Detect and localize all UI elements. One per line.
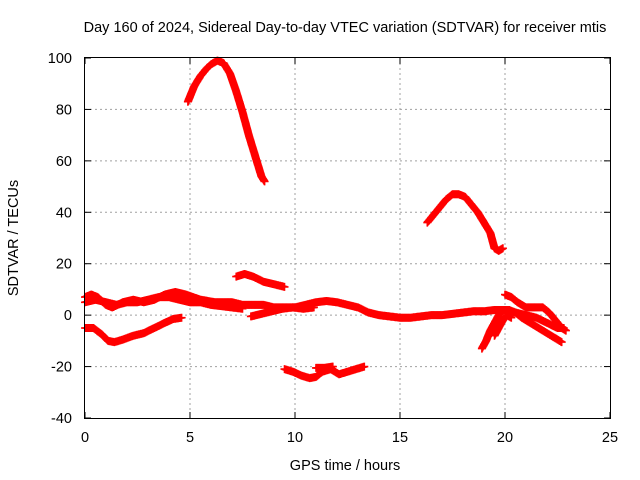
chart-title: Day 160 of 2024, Sidereal Day-to-day VTE… bbox=[84, 20, 607, 36]
x-tick-label: 20 bbox=[497, 430, 513, 446]
data-point-marker bbox=[557, 338, 566, 347]
data-point-marker bbox=[260, 177, 269, 186]
data-point-marker bbox=[561, 326, 570, 335]
y-tick-label: -20 bbox=[51, 360, 72, 376]
axis-ticks bbox=[84, 57, 611, 419]
data-point-marker bbox=[328, 362, 337, 371]
y-tick-label: 0 bbox=[64, 308, 72, 324]
y-tick-label: 80 bbox=[56, 102, 72, 118]
data-point-marker bbox=[309, 303, 318, 312]
data-point-marker bbox=[360, 362, 369, 371]
data-point-marker bbox=[280, 282, 289, 291]
x-tick-label: 10 bbox=[287, 430, 303, 446]
y-tick-label: 100 bbox=[48, 51, 72, 67]
data-point-marker bbox=[507, 313, 516, 322]
data-point-marker bbox=[177, 313, 186, 322]
data-point-marker bbox=[498, 244, 507, 253]
plot-frame bbox=[84, 57, 611, 419]
y-axis-label: SDTVAR / TECUs bbox=[6, 180, 22, 296]
y-tick-labels: -40 -20 0 20 40 60 80 100 bbox=[48, 51, 72, 427]
data-points bbox=[81, 56, 570, 383]
y-tick-label: 40 bbox=[56, 205, 72, 221]
y-tick-label: -40 bbox=[51, 411, 72, 427]
x-tick-labels: 0 5 10 15 20 25 bbox=[81, 430, 618, 446]
x-tick-label: 0 bbox=[81, 430, 89, 446]
y-tick-label: 60 bbox=[56, 154, 72, 170]
x-tick-label: 15 bbox=[392, 430, 408, 446]
x-tick-label: 5 bbox=[186, 430, 194, 446]
y-tick-label: 20 bbox=[56, 257, 72, 273]
grid-lines bbox=[85, 58, 610, 418]
x-axis-label: GPS time / hours bbox=[290, 458, 400, 474]
data-point-marker bbox=[238, 304, 247, 313]
x-tick-label: 25 bbox=[602, 430, 618, 446]
